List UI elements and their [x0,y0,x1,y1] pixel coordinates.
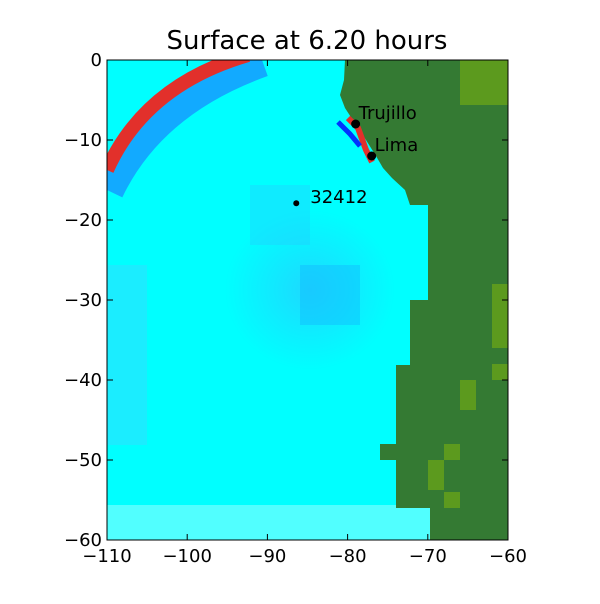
x-tick-label: −110 [82,546,131,567]
land-highland [444,444,460,460]
ocean-shading-center [225,210,395,370]
ocean-shading-west [107,265,147,445]
x-tick-label: −70 [409,546,447,567]
marker-label: Lima [375,135,419,156]
y-tick-label: −40 [64,370,102,391]
x-tick-label: −100 [162,546,211,567]
marker-dot [351,119,361,129]
y-tick-label: −60 [64,530,102,551]
x-axis: −110 −100 −90 −80 −70 −60 [82,60,527,567]
y-tick-label: −50 [64,450,102,471]
x-tick-label: −90 [248,546,286,567]
y-tick-label: −30 [64,290,102,311]
land-highland [460,60,508,105]
wave-front-leading [107,60,268,198]
land-highland [428,460,444,490]
marker-dot [293,200,300,207]
y-tick-label: −20 [64,210,102,231]
ocean-shading-patch [300,265,360,325]
marker-dot [367,151,377,161]
location-markers: Trujillo Lima 32412 [293,103,418,208]
map-area [107,60,508,540]
figure-title: Surface at 6.20 hours [166,26,448,56]
x-tick-label: −60 [489,546,527,567]
marker-label: Trujillo [358,103,417,124]
land-highland [460,380,476,410]
y-tick-label: 0 [91,50,102,71]
land-south-america [340,60,508,540]
land-highland [444,492,460,508]
ocean-shading-patch [250,185,310,245]
wave-front-trailing [107,60,250,173]
land-highland [492,284,508,348]
land-highland [492,364,508,380]
y-tick-label: −10 [64,130,102,151]
x-tick-label: −80 [329,546,367,567]
coastal-wave-negative [336,120,362,148]
y-axis: 0 −10 −20 −30 −40 −50 −60 [64,50,508,551]
marker-label: 32412 [310,187,367,208]
